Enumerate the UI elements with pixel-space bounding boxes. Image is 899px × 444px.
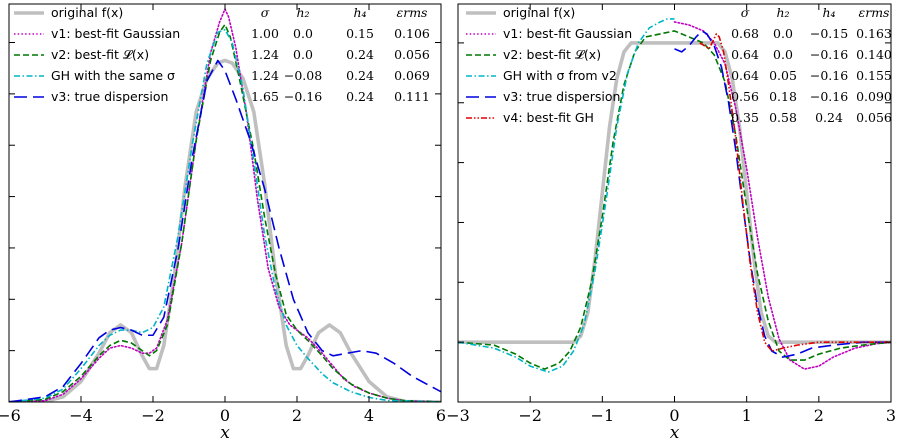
table-cell-right-4-3: 0.090: [856, 89, 892, 104]
table-cell-left-3-3: 0.069: [394, 68, 430, 83]
table-cell-right-1-1: 0.0: [773, 26, 793, 41]
table-cell-right-4-0: 0.56: [731, 89, 759, 104]
legend-label-right-4: v3: true dispersion: [503, 89, 620, 104]
series-line-left-3: [9, 28, 441, 402]
series-line-right-5: [699, 33, 891, 352]
table-cell-left-4-3: 0.111: [394, 89, 430, 104]
table-header-right-1: h₂: [776, 5, 789, 20]
table-cell-left-4-0: 1.65: [251, 89, 279, 104]
table-cell-right-1-3: 0.163: [856, 26, 892, 41]
table-cell-left-4-1: −0.16: [284, 89, 322, 104]
legend-label-right-0: original f(x): [503, 5, 575, 20]
xtick-label-left-0: −6: [0, 406, 21, 425]
legend-label-right-3: GH with σ from v2: [503, 68, 617, 83]
table-header-left-0: σ: [261, 5, 270, 20]
xtick-label-right-3: 0: [669, 406, 679, 425]
xlabel-left: x: [220, 423, 230, 443]
series-line-left-0: [9, 58, 441, 402]
xtick-label-left-5: 4: [364, 406, 374, 425]
table-header-right-3: εrms: [859, 5, 890, 20]
table-header-right-0: σ: [741, 5, 750, 20]
table-cell-right-2-1: 0.0: [773, 47, 793, 62]
table-cell-right-1-0: 0.68: [731, 26, 759, 41]
series-line-right-3: [458, 18, 675, 373]
table-cell-left-1-3: 0.106: [394, 26, 430, 41]
table-header-left-3: εrms: [397, 5, 428, 20]
table-header-right-2: h₄: [822, 5, 835, 20]
table-cell-left-1-2: 0.15: [346, 26, 374, 41]
table-cell-right-4-2: −0.16: [810, 89, 848, 104]
table-cell-left-3-1: −0.08: [284, 68, 322, 83]
legend-label-left-0: original f(x): [51, 5, 123, 20]
xtick-label-right-0: −3: [446, 406, 470, 425]
table-cell-right-2-2: −0.16: [810, 47, 848, 62]
panel-left: −6 −4 −2 0 2 4 6 x σ h₂ h₄ εrms original f(x) v1: bes…: [0, 3, 446, 443]
legend-label-left-1: v1: best-fit Gaussian: [51, 26, 180, 41]
table-cell-left-2-3: 0.056: [394, 47, 430, 62]
table-cell-right-3-1: 0.05: [769, 68, 797, 83]
table-cell-left-2-1: 0.0: [293, 47, 313, 62]
xtick-label-left-1: −4: [69, 406, 93, 425]
series-line-right-0: [458, 41, 891, 344]
table-cell-left-1-0: 1.00: [251, 26, 279, 41]
plot-area-right: [458, 18, 891, 373]
legend-label-right-5: v4: best-fit GH: [503, 110, 594, 125]
table-header-left-1: h₂: [296, 5, 309, 20]
xtick-label-left-6: 6: [436, 406, 446, 425]
table-cell-right-2-3: 0.140: [856, 47, 892, 62]
table-cell-right-3-2: −0.16: [810, 68, 848, 83]
plot-area-left: [9, 8, 441, 402]
legend-label-left-2: v2: best-fit 𝓛(x): [51, 47, 149, 62]
table-cell-left-4-2: 0.24: [346, 89, 374, 104]
series-line-left-4: [9, 59, 441, 402]
table-cell-right-3-0: 0.64: [731, 68, 759, 83]
table-cell-right-4-1: 0.18: [769, 89, 797, 104]
xtick-label-left-3: 0: [220, 406, 230, 425]
xtick-label-right-4: 1: [742, 406, 752, 425]
xtick-label-left-2: −2: [141, 406, 165, 425]
legend-label-right-2: v2: best-fit 𝓛(x): [503, 47, 601, 62]
table-header-left-2: h₄: [353, 5, 366, 20]
xtick-label-right-5: 2: [814, 406, 824, 425]
table-cell-left-3-2: 0.24: [346, 68, 374, 83]
series-line-left-2: [9, 23, 441, 402]
table-cell-right-3-3: 0.155: [856, 68, 892, 83]
xlabel-right: x: [670, 423, 680, 443]
legend-label-right-1: v1: best-fit Gaussian: [503, 26, 632, 41]
table-cell-left-1-1: 0.0: [293, 26, 313, 41]
axes-frame-left: [8, 3, 442, 403]
table-cell-right-1-2: −0.15: [810, 26, 848, 41]
panel-right: −3 −2 −1 0 1 2 3 x σ h₂ h₄ εrms original f(x) v1: bes…: [446, 3, 896, 443]
table-cell-right-5-1: 0.58: [769, 110, 797, 125]
legend-label-left-4: v3: true dispersion: [51, 89, 168, 104]
table-cell-left-2-0: 1.24: [251, 47, 279, 62]
table-cell-left-2-2: 0.24: [346, 47, 374, 62]
xtick-label-right-2: −1: [591, 406, 615, 425]
legend-label-left-3: GH with the same σ: [51, 68, 175, 83]
table-cell-right-5-3: 0.056: [856, 110, 892, 125]
xtick-label-left-4: 2: [292, 406, 302, 425]
xtick-label-right-6: 3: [886, 406, 896, 425]
series-line-right-2: [458, 30, 891, 370]
table-cell-right-2-0: 0.64: [731, 47, 759, 62]
table-cell-right-5-0: 0.35: [731, 110, 759, 125]
xtick-label-right-1: −2: [518, 406, 542, 425]
table-cell-left-3-0: 1.24: [251, 68, 279, 83]
table-cell-right-5-2: 0.24: [815, 110, 843, 125]
